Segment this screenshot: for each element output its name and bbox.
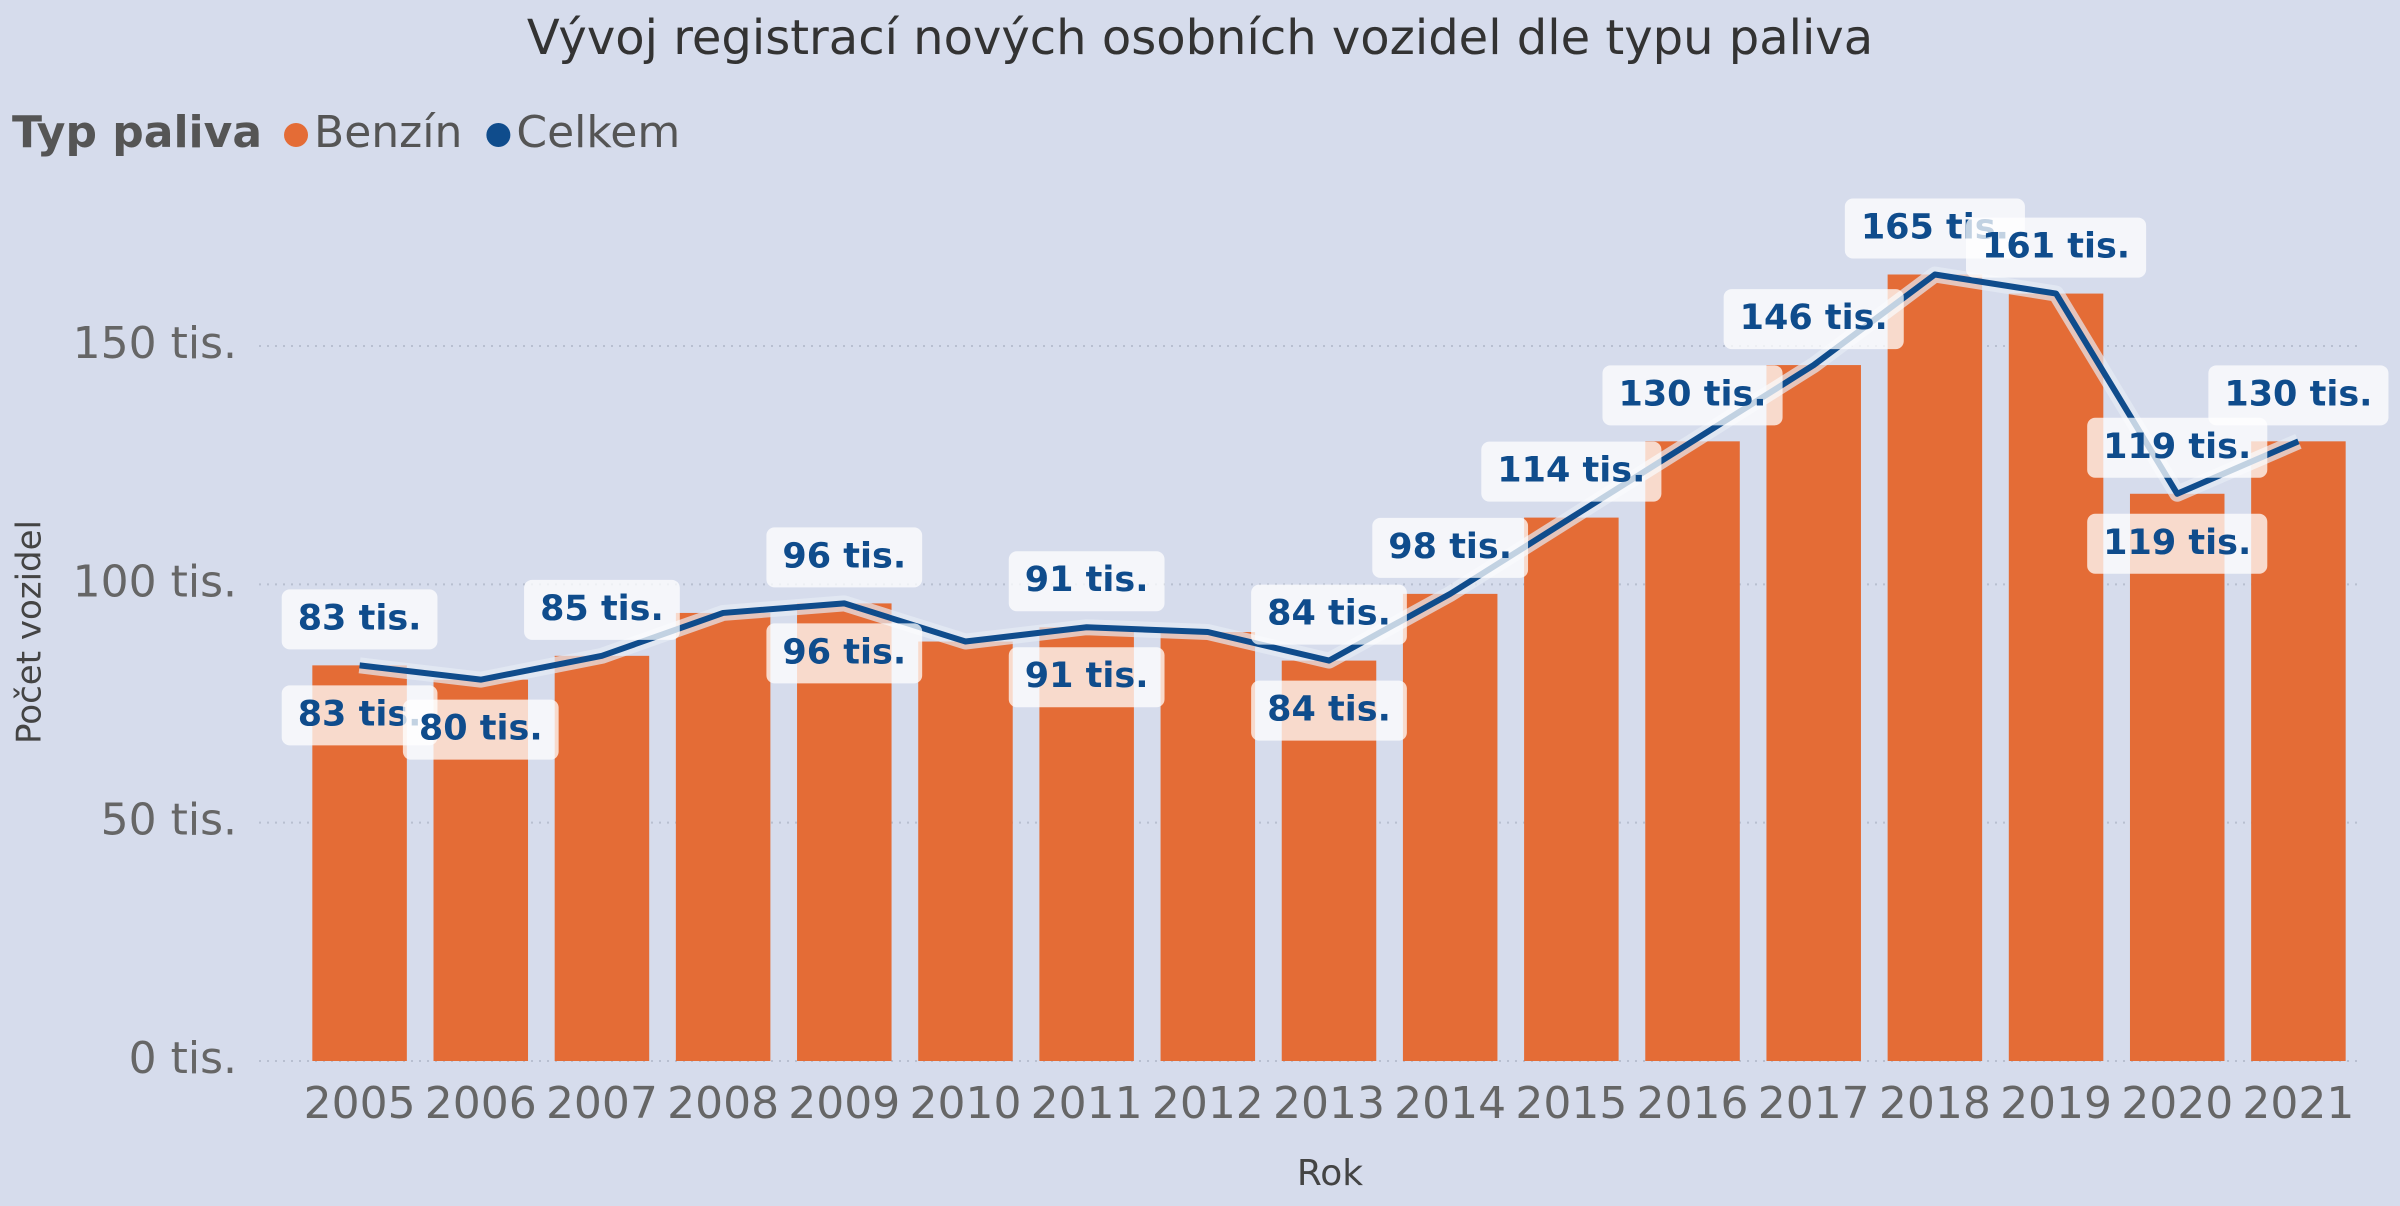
- data-label: 80 tis.: [419, 709, 543, 749]
- data-label: 83 tis.: [298, 598, 422, 638]
- x-tick-label: 2011: [1031, 1078, 1143, 1129]
- data-label-group: 161 tis.: [1966, 217, 2147, 278]
- bar: [2008, 293, 2104, 1062]
- data-label-group: 80 tis.: [402, 699, 559, 760]
- data-label-group: 83 tis.: [281, 589, 438, 650]
- data-label-group: 96 tis.: [766, 623, 923, 684]
- x-tick-label: 2010: [909, 1078, 1021, 1129]
- data-label-bg: [766, 527, 923, 588]
- data-label-bg: [766, 623, 923, 684]
- x-tick-label: 2017: [1758, 1078, 1870, 1129]
- y-axis-title: Počet vozidel: [10, 520, 50, 744]
- data-label: 96 tis.: [782, 632, 906, 672]
- data-label: 161 tis.: [1982, 227, 2130, 267]
- x-tick-label: 2007: [546, 1078, 658, 1129]
- data-label-bg: [1602, 365, 1783, 426]
- bar: [1524, 517, 1619, 1061]
- x-tick-label: 2008: [667, 1078, 779, 1129]
- data-label: 91 tis.: [1025, 656, 1149, 696]
- data-label-bg: [281, 685, 438, 746]
- x-tick-label: 2006: [425, 1078, 537, 1129]
- data-label-bg: [281, 589, 438, 650]
- data-label-bg: [402, 699, 559, 760]
- data-label: 114 tis.: [1497, 451, 1645, 491]
- data-label: 119 tis.: [2103, 427, 2251, 467]
- bar: [554, 655, 650, 1061]
- data-label-group: 96 tis.: [766, 527, 923, 588]
- data-label-group: 146 tis.: [1723, 289, 1904, 350]
- bar: [675, 612, 771, 1061]
- bar: [2129, 493, 2225, 1061]
- legend-label: Celkem: [516, 107, 680, 158]
- legend-label: Benzín: [314, 107, 462, 158]
- x-tick-label: 2019: [2000, 1078, 2112, 1129]
- data-label: 130 tis.: [1618, 374, 1766, 414]
- data-label: 85 tis.: [540, 589, 664, 629]
- data-label-group: 130 tis.: [2208, 365, 2389, 426]
- bar: [1160, 632, 1256, 1061]
- y-tick-label: 100 tis.: [73, 556, 237, 607]
- data-label-group: 91 tis.: [1008, 647, 1165, 708]
- data-label-bg: [1251, 680, 1407, 741]
- data-label-bg: [1372, 517, 1529, 578]
- data-label-bg: [524, 579, 680, 640]
- data-label-group: 83 tis.: [281, 685, 438, 746]
- data-label-bg: [1481, 441, 1662, 502]
- data-label-group: 98 tis.: [1372, 517, 1529, 578]
- x-tick-label: 2012: [1152, 1078, 1264, 1129]
- data-label: 84 tis.: [1267, 594, 1391, 634]
- data-label: 146 tis.: [1740, 298, 1888, 338]
- data-label-bg: [2087, 513, 2268, 574]
- x-tick-label: 2014: [1394, 1078, 1506, 1129]
- x-tick-label: 2009: [788, 1078, 900, 1129]
- x-tick-label: 2015: [1515, 1078, 1627, 1129]
- data-label: 130 tis.: [2224, 374, 2372, 414]
- data-label-group: 84 tis.: [1251, 584, 1407, 645]
- data-label-bg: [1966, 217, 2147, 278]
- data-label: 96 tis.: [782, 536, 906, 576]
- y-tick-label: 150 tis.: [73, 318, 237, 369]
- x-tick-label: 2016: [1637, 1078, 1749, 1129]
- data-label: 91 tis.: [1025, 560, 1149, 600]
- bar: [1766, 365, 1861, 1062]
- x-tick-label: 2013: [1273, 1078, 1385, 1129]
- bar: [1887, 274, 1983, 1061]
- bar: [1645, 441, 1740, 1061]
- y-tick-label: 0 tis.: [129, 1033, 237, 1084]
- data-label-group: 91 tis.: [1008, 551, 1165, 612]
- legend-marker: [486, 123, 511, 147]
- data-label-bg: [1251, 584, 1407, 645]
- x-tick-label: 2018: [1879, 1078, 1991, 1129]
- y-tick-label: 50 tis.: [101, 795, 237, 846]
- x-tick-label: 2021: [2242, 1078, 2354, 1129]
- data-label-group: 85 tis.: [524, 579, 680, 640]
- data-label-group: 130 tis.: [1602, 365, 1783, 426]
- data-label-bg: [1008, 647, 1165, 708]
- data-label: 84 tis.: [1267, 690, 1391, 730]
- data-label-group: 119 tis.: [2087, 417, 2268, 478]
- data-label-bg: [1723, 289, 1904, 350]
- data-label-group: 119 tis.: [2087, 513, 2268, 574]
- data-label-bg: [1008, 551, 1165, 612]
- x-axis-title: Rok: [1297, 1153, 1363, 1194]
- data-label: 83 tis.: [298, 694, 422, 734]
- data-label-group: 114 tis.: [1481, 441, 1662, 502]
- line: [359, 271, 2300, 683]
- data-label-bg: [2087, 417, 2268, 478]
- data-label-bg: [2208, 365, 2389, 426]
- bar: [918, 641, 1013, 1061]
- legend-title: Typ paliva: [12, 107, 262, 158]
- legend-marker: [284, 123, 309, 147]
- data-label: 98 tis.: [1388, 527, 1512, 567]
- bar: [1402, 593, 1498, 1061]
- data-label-group: 84 tis.: [1251, 680, 1407, 741]
- data-label: 119 tis.: [2103, 523, 2251, 563]
- x-tick-label: 2005: [304, 1078, 416, 1129]
- chart-title: Vývoj registrací nových osobních vozidel…: [527, 10, 1873, 66]
- x-tick-label: 2020: [2121, 1078, 2233, 1129]
